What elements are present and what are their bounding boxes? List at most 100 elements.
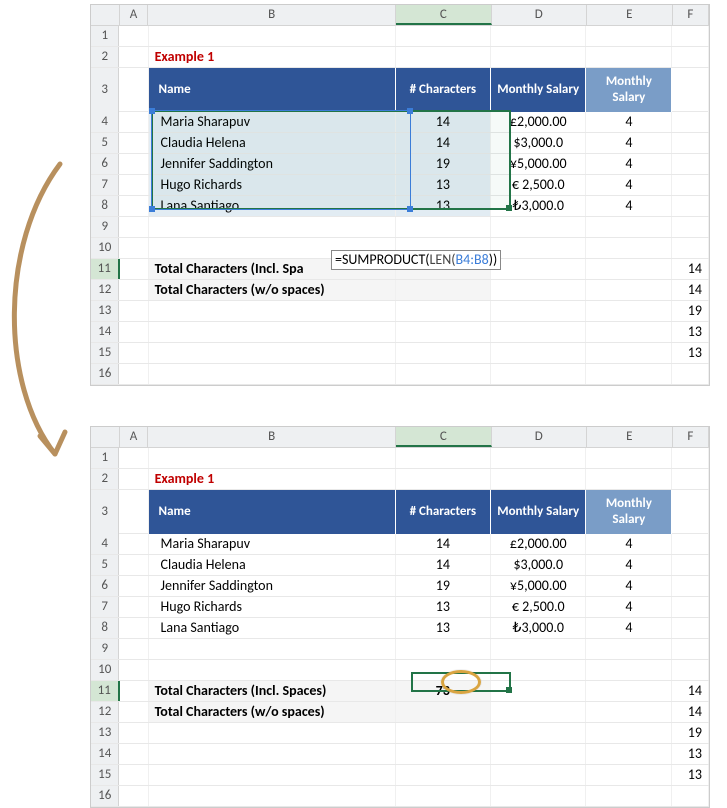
col-header-F[interactable]: F xyxy=(673,5,709,25)
row-header[interactable]: 6 xyxy=(91,154,119,174)
side-val[interactable]: 13 xyxy=(672,322,709,342)
side-val[interactable]: 19 xyxy=(672,723,709,743)
row-header[interactable]: 3 xyxy=(91,68,119,112)
tbl-header-name: Name xyxy=(149,68,396,112)
name-cell[interactable]: Lana Santiago xyxy=(149,618,396,638)
sal1-cell[interactable]: $3,000.0 xyxy=(491,133,586,153)
side-val[interactable]: 14 xyxy=(672,702,709,722)
name-cell[interactable]: Claudia Helena xyxy=(149,555,396,575)
row-header[interactable]: 13 xyxy=(91,723,119,743)
row-header[interactable]: 5 xyxy=(91,133,119,153)
formula-cell[interactable] xyxy=(396,259,491,279)
name-cell[interactable]: Jennifer Saddington xyxy=(149,576,396,596)
sal1-cell[interactable]: ¥5,000.00 xyxy=(491,154,586,174)
row-header[interactable]: 13 xyxy=(91,301,119,321)
range-reference-highlight xyxy=(151,110,411,210)
row-header[interactable]: 12 xyxy=(91,280,119,300)
row-header[interactable]: 9 xyxy=(91,639,119,659)
side-val[interactable]: 13 xyxy=(672,343,709,363)
sal1-cell[interactable]: £2,000.00 xyxy=(491,112,586,132)
result-cell[interactable]: 73 xyxy=(396,681,491,701)
col-header-A[interactable]: A xyxy=(120,5,149,25)
row-header[interactable]: 12 xyxy=(91,702,119,722)
row-header[interactable]: 4 xyxy=(91,534,119,554)
sal1-cell[interactable]: ₺3,000.0 xyxy=(491,618,586,638)
sal2-cell[interactable]: 4 xyxy=(586,196,672,216)
row-header[interactable]: 5 xyxy=(91,555,119,575)
col-header-F[interactable]: F xyxy=(673,427,709,447)
sal2-cell[interactable]: 4 xyxy=(586,597,672,617)
row-header[interactable]: 3 xyxy=(91,490,119,534)
chars-cell[interactable]: 19 xyxy=(396,576,491,596)
select-all-corner[interactable] xyxy=(91,427,120,447)
sal1-cell[interactable]: $3,000.0 xyxy=(491,555,586,575)
select-all-corner[interactable] xyxy=(91,5,120,25)
row-header[interactable]: 8 xyxy=(91,618,119,638)
row-header[interactable]: 16 xyxy=(91,786,119,806)
tbl-header-chars: # Characters xyxy=(396,68,491,112)
row-header[interactable]: 1 xyxy=(91,448,119,468)
sal2-cell[interactable]: 4 xyxy=(586,154,672,174)
side-val[interactable]: 14 xyxy=(672,280,709,300)
col-header-B[interactable]: B xyxy=(148,427,396,447)
row-header[interactable]: 6 xyxy=(91,576,119,596)
row-header[interactable]: 8 xyxy=(91,196,119,216)
row-header[interactable]: 11 xyxy=(91,259,120,279)
col-header-B[interactable]: B xyxy=(148,5,396,25)
col-header-C[interactable]: C xyxy=(396,427,491,447)
sal1-cell[interactable]: € 2,500.0 xyxy=(491,175,586,195)
row-header[interactable]: 14 xyxy=(91,744,119,764)
sal2-cell[interactable]: 4 xyxy=(586,175,672,195)
chars-cell[interactable]: 13 xyxy=(396,597,491,617)
side-val[interactable]: 13 xyxy=(672,765,709,785)
sal2-cell[interactable]: 4 xyxy=(586,555,672,575)
col-header-D[interactable]: D xyxy=(492,427,587,447)
side-val[interactable]: 14 xyxy=(672,259,709,279)
row-header[interactable]: 2 xyxy=(91,469,119,489)
row-header[interactable]: 7 xyxy=(91,175,119,195)
chars-cell[interactable]: 14 xyxy=(396,555,491,575)
row-header[interactable]: 7 xyxy=(91,597,119,617)
side-val[interactable]: 13 xyxy=(672,744,709,764)
row-header[interactable]: 1 xyxy=(91,26,119,46)
sal1-cell[interactable]: £2,000.00 xyxy=(491,534,586,554)
row-header[interactable]: 2 xyxy=(91,47,119,67)
col-headers: A B C D E F xyxy=(91,5,709,26)
row-header[interactable]: 14 xyxy=(91,322,119,342)
example-title: Example 1 xyxy=(149,469,396,489)
example-title: Example 1 xyxy=(149,47,396,67)
chars-cell[interactable]: 13 xyxy=(396,618,491,638)
sal2-cell[interactable]: 4 xyxy=(586,618,672,638)
col-header-A[interactable]: A xyxy=(120,427,149,447)
sal1-cell[interactable]: ₺3,000.0 xyxy=(491,196,586,216)
col-header-C[interactable]: C xyxy=(396,5,491,25)
row-header[interactable]: 11 xyxy=(91,681,120,701)
row-header[interactable]: 10 xyxy=(91,238,119,258)
row-header[interactable]: 15 xyxy=(91,765,119,785)
grid-body-top: 1 2 Example 1 3 Name # Characters Monthl… xyxy=(91,26,709,385)
sal2-cell[interactable]: 4 xyxy=(586,576,672,596)
name-cell[interactable]: Maria Sharapuv xyxy=(149,534,396,554)
sal1-cell[interactable]: ¥5,000.00 xyxy=(491,576,586,596)
sal2-cell[interactable]: 4 xyxy=(586,534,672,554)
side-val[interactable]: 19 xyxy=(672,301,709,321)
row-header[interactable]: 10 xyxy=(91,660,119,680)
total-wo-label: Total Characters (w/o spaces) xyxy=(149,280,396,300)
name-cell[interactable]: Hugo Richards xyxy=(149,597,396,617)
side-val[interactable]: 14 xyxy=(672,681,709,701)
total-incl-label: Total Characters (Incl. Spaces) xyxy=(149,681,396,701)
sheet-bottom: A B C D E F 1 2 Example 1 3 Name # Chara… xyxy=(90,426,710,808)
tbl-header-sal2: Monthly Salary xyxy=(586,490,672,534)
chars-cell[interactable]: 14 xyxy=(396,534,491,554)
col-header-D[interactable]: D xyxy=(492,5,587,25)
tbl-header-sal2: Monthly Salary xyxy=(586,68,672,112)
row-header[interactable]: 15 xyxy=(91,343,119,363)
col-header-E[interactable]: E xyxy=(587,5,673,25)
col-header-E[interactable]: E xyxy=(587,427,673,447)
sal1-cell[interactable]: € 2,500.0 xyxy=(491,597,586,617)
sal2-cell[interactable]: 4 xyxy=(586,133,672,153)
sal2-cell[interactable]: 4 xyxy=(586,112,672,132)
row-header[interactable]: 16 xyxy=(91,364,119,384)
row-header[interactable]: 4 xyxy=(91,112,119,132)
row-header[interactable]: 9 xyxy=(91,217,119,237)
